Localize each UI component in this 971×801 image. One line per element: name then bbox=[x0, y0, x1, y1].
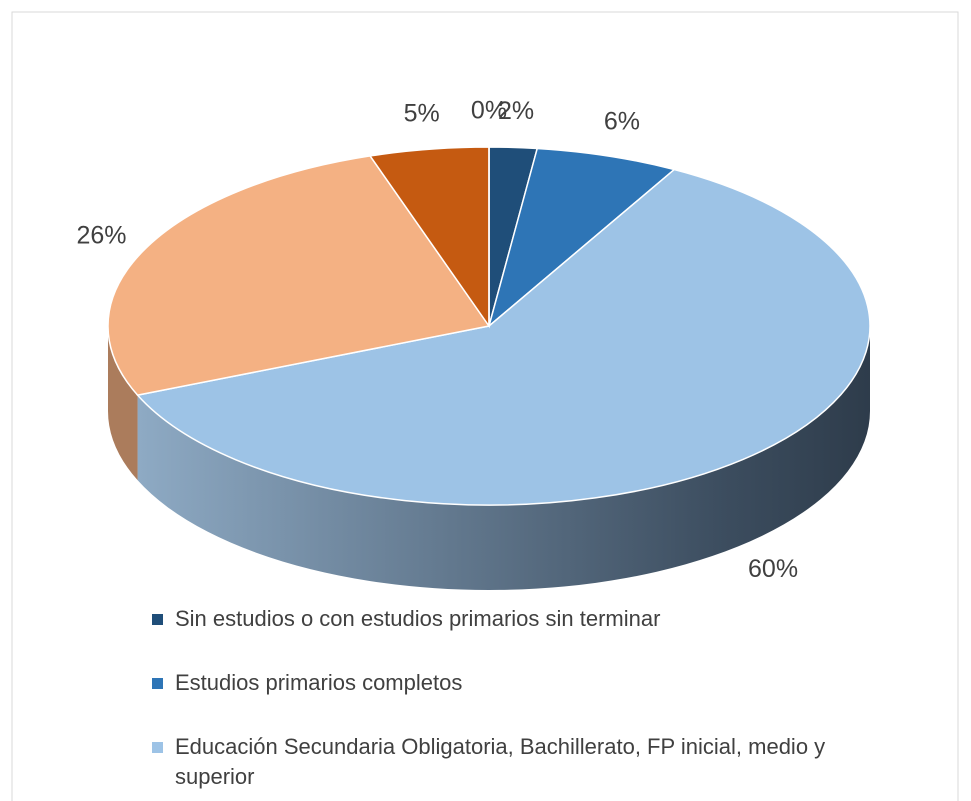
slice bbox=[107, 155, 491, 396]
legend-label: Estudios primarios completos bbox=[175, 670, 463, 695]
legend-label: Educación Secundaria Obligatoria, Bachil… bbox=[175, 734, 826, 789]
data-label: 0% bbox=[471, 97, 507, 125]
slice-side bbox=[137, 326, 871, 591]
legend-item: Educación Secundaria Obligatoria, Bachil… bbox=[152, 732, 872, 792]
data-label: 26% bbox=[76, 222, 126, 250]
legend-swatch bbox=[152, 678, 163, 689]
legend-swatch bbox=[152, 742, 163, 753]
legend-label: Sin estudios o con estudios primarios si… bbox=[175, 606, 661, 631]
chart-frame bbox=[11, 11, 959, 801]
slice-side bbox=[108, 326, 138, 481]
slice bbox=[136, 168, 871, 506]
legend-item: Sin estudios o con estudios primarios si… bbox=[152, 604, 872, 634]
legend: Sin estudios o con estudios primarios si… bbox=[152, 604, 872, 801]
legend-swatch bbox=[152, 614, 163, 625]
data-label: 6% bbox=[604, 107, 640, 135]
legend-item: Estudios primarios completos bbox=[152, 668, 872, 698]
data-label: 2% bbox=[498, 97, 534, 125]
slice bbox=[487, 147, 676, 329]
data-label: 60% bbox=[748, 555, 798, 583]
data-label: 5% bbox=[404, 99, 440, 127]
